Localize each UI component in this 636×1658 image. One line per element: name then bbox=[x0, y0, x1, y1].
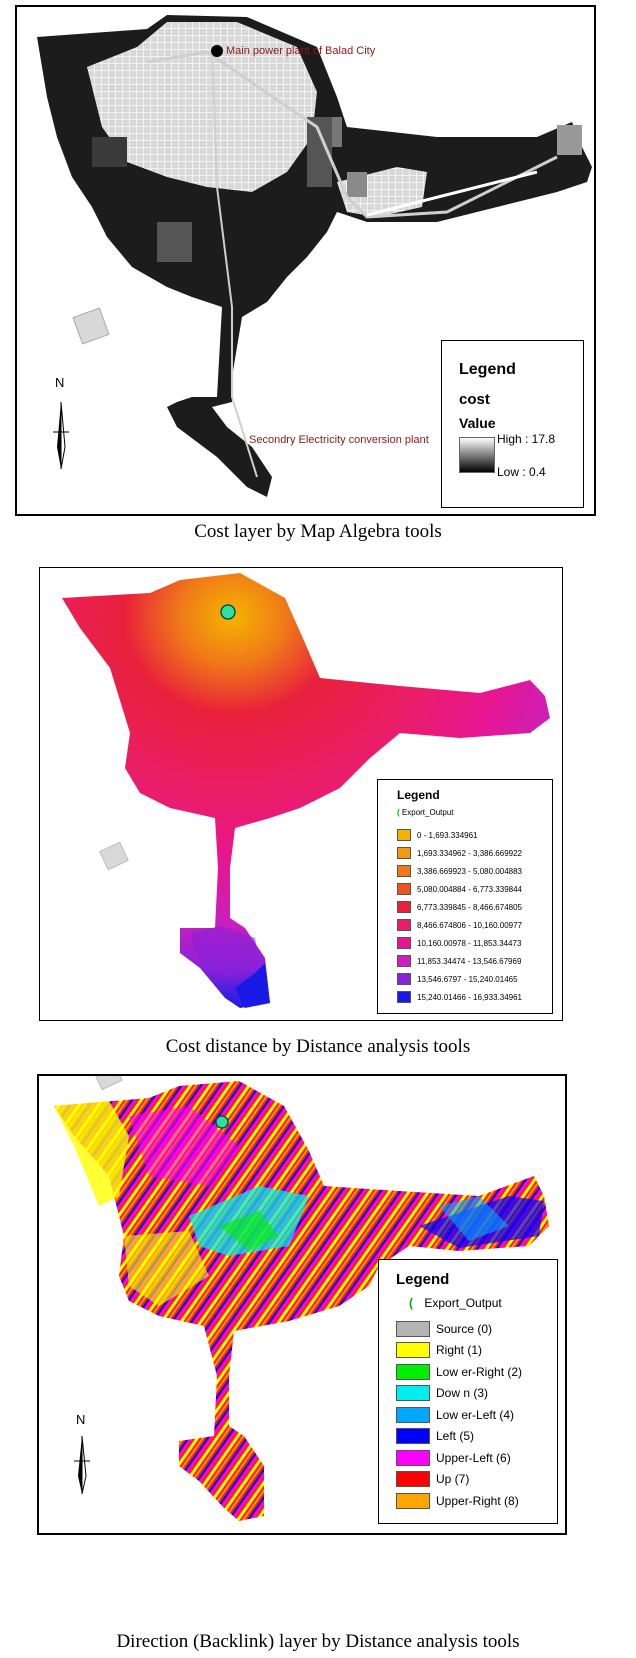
legend-item-label: Dow n (3) bbox=[436, 1386, 489, 1401]
legend-item-label: Left (5) bbox=[436, 1429, 475, 1444]
legend-item: 8,466.674806 - 10,160.00977 bbox=[397, 916, 522, 934]
legend-swatch bbox=[397, 973, 411, 985]
direction-area bbox=[54, 1081, 549, 1521]
legend-swatch bbox=[397, 955, 411, 967]
layer-symbol-icon: ( bbox=[397, 808, 400, 817]
caption-cost-layer: Cost layer by Map Algebra tools bbox=[194, 521, 442, 542]
secondary-plant-label: Secondry Electricity conversion plant bbox=[249, 434, 429, 446]
legend-item-label: 10,160.00978 - 11,853.34473 bbox=[417, 938, 522, 948]
north-label: N bbox=[76, 1412, 86, 1427]
legend-item: 11,853.34474 - 13,546.67969 bbox=[397, 952, 522, 970]
legend-item: Source (0) bbox=[396, 1318, 522, 1340]
legend-low: Low : 0.4 bbox=[497, 465, 546, 479]
legend-swatch bbox=[396, 1471, 430, 1488]
legend-item: Low er-Right (2) bbox=[396, 1361, 522, 1383]
legend-swatch bbox=[397, 829, 411, 841]
legend-swatch bbox=[396, 1449, 430, 1466]
legend-item: 5,080.004884 - 6,773.339844 bbox=[397, 880, 522, 898]
legend-item: 3,386.669923 - 5,080.004883 bbox=[397, 862, 522, 880]
legend-swatch bbox=[396, 1492, 430, 1509]
layer-symbol-icon: ( bbox=[409, 1296, 413, 1310]
caption-cost-distance: Cost distance by Distance analysis tools bbox=[165, 1036, 471, 1057]
north-label: N bbox=[55, 375, 65, 390]
caption-direction: Direction (Backlink) layer by Distance a… bbox=[116, 1631, 520, 1652]
legend-swatch bbox=[397, 991, 411, 1003]
main-power-plant-label: Main power plant of Balad City bbox=[226, 45, 376, 57]
legend-item-label: Source (0) bbox=[436, 1321, 493, 1336]
legend-high: High : 17.8 bbox=[497, 432, 556, 446]
legend-item-label: 3,386.669923 - 5,080.004883 bbox=[417, 866, 522, 876]
legend-layer-name: ( Export_Output bbox=[397, 808, 454, 817]
legend-item: Upper-Left (6) bbox=[396, 1447, 522, 1469]
legend-title: Legend bbox=[396, 1271, 450, 1288]
legend-layer-label: Export_Output bbox=[401, 808, 454, 817]
legend-swatch bbox=[397, 901, 411, 913]
legend-swatch bbox=[396, 1385, 430, 1402]
legend-item-label: Up (7) bbox=[436, 1472, 470, 1487]
legend-item: 15,240.01466 - 16,933.34961 bbox=[397, 988, 522, 1006]
legend-item-label: 11,853.34474 - 13,546.67969 bbox=[417, 956, 522, 966]
legend-swatch bbox=[397, 847, 411, 859]
legend-swatch bbox=[396, 1342, 430, 1359]
legend-item: 6,773.339845 - 8,466.674805 bbox=[397, 898, 522, 916]
legend-title: Legend bbox=[459, 361, 516, 378]
legend-title: Legend bbox=[397, 788, 440, 802]
direction-graphic bbox=[54, 1076, 549, 1521]
legend-item: Low er-Left (4) bbox=[396, 1404, 522, 1426]
cost-distance-area bbox=[62, 573, 550, 1008]
legend-swatch bbox=[397, 919, 411, 931]
legend-field-name: Value bbox=[459, 415, 496, 431]
legend-item: Right (1) bbox=[396, 1340, 522, 1362]
north-arrow-icon bbox=[74, 1435, 90, 1495]
legend-item: 13,546.6797 - 15,240.01465 bbox=[397, 970, 522, 988]
legend-item: Left (5) bbox=[396, 1426, 522, 1448]
legend-item: Up (7) bbox=[396, 1469, 522, 1491]
cost-distance-panel: Legend ( Export_Output 0 - 1,693.334961 1… bbox=[39, 567, 563, 1021]
legend-item-label: 6,773.339845 - 8,466.674805 bbox=[417, 902, 522, 912]
legend-item: 0 - 1,693.334961 bbox=[397, 826, 522, 844]
legend-item-label: 0 - 1,693.334961 bbox=[417, 830, 478, 840]
legend-swatch bbox=[396, 1363, 430, 1380]
legend-item-label: Low er-Right (2) bbox=[436, 1364, 523, 1379]
legend-item-label: Right (1) bbox=[436, 1343, 483, 1358]
legend-swatch bbox=[396, 1406, 430, 1423]
legend-swatch bbox=[397, 883, 411, 895]
legend-item-label: 8,466.674806 - 10,160.00977 bbox=[417, 920, 522, 930]
north-arrow-icon bbox=[53, 401, 69, 470]
direction-classes: Source (0) Right (1) Low er-Right (2) Dow n… bbox=[396, 1318, 522, 1512]
legend-layer-label: Export_Output bbox=[424, 1296, 502, 1310]
direction-panel: N Legend ( Export_Output Source (0) Right… bbox=[37, 1074, 567, 1535]
legend-swatch bbox=[396, 1320, 430, 1337]
legend-layer-name: cost bbox=[459, 391, 490, 408]
cost-map-graphic bbox=[37, 15, 592, 497]
legend-item-label: 13,546.6797 - 15,240.01465 bbox=[417, 974, 518, 984]
legend-item: 1,693.334962 - 3,386.669922 bbox=[397, 844, 522, 862]
legend-item: Dow n (3) bbox=[396, 1383, 522, 1405]
direction-legend: Legend ( Export_Output Source (0) Right (… bbox=[378, 1259, 558, 1524]
legend-item-label: Upper-Left (6) bbox=[436, 1450, 511, 1465]
legend-layer-name: ( Export_Output bbox=[409, 1296, 502, 1310]
legend-item-label: Upper-Right (8) bbox=[436, 1493, 519, 1508]
cost-distance-classes: 0 - 1,693.334961 1,693.334962 - 3,386.669… bbox=[397, 826, 522, 1006]
urban-core bbox=[87, 22, 317, 192]
legend-item-label: 5,080.004884 - 6,773.339844 bbox=[417, 884, 522, 894]
cost-map-panel: Main power plant of Balad City Secondry … bbox=[15, 5, 596, 516]
legend-item-label: 1,693.334962 - 3,386.669922 bbox=[417, 848, 522, 858]
legend-swatch bbox=[397, 865, 411, 877]
cost-distance-legend: Legend ( Export_Output 0 - 1,693.334961 1… bbox=[377, 779, 553, 1014]
legend-item-label: Low er-Left (4) bbox=[436, 1407, 515, 1422]
legend-swatch bbox=[396, 1428, 430, 1445]
cost-legend: Legend cost Value High : 17.8 Low : 0.4 bbox=[441, 340, 584, 508]
legend-item: Upper-Right (8) bbox=[396, 1490, 522, 1512]
cost-distance-graphic bbox=[62, 573, 550, 1008]
legend-item: 10,160.00978 - 11,853.34473 bbox=[397, 934, 522, 952]
cost-ramp bbox=[459, 437, 495, 473]
legend-item-label: 15,240.01466 - 16,933.34961 bbox=[417, 992, 522, 1002]
legend-swatch bbox=[397, 937, 411, 949]
